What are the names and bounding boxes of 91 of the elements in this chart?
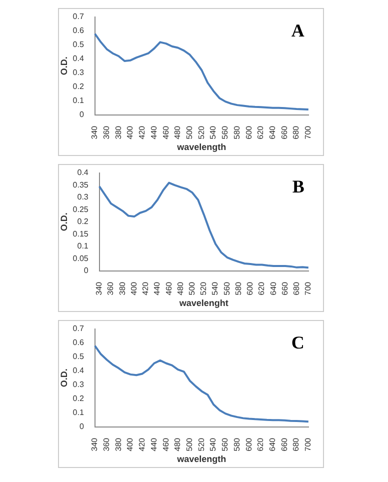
y-tick-label: 0.7 — [72, 324, 84, 334]
x-tick-label: 700 — [304, 125, 313, 140]
y-tick-label: 0.4 — [77, 168, 89, 178]
x-tick-label: 680 — [292, 125, 301, 140]
x-tick-label: 400 — [129, 281, 138, 296]
x-tick-label: 660 — [280, 125, 289, 140]
annotation: B — [292, 176, 304, 197]
x-tick-label: 680 — [292, 281, 301, 296]
y-tick-label: 0.6 — [72, 338, 84, 348]
y-tick-label: 0.5 — [72, 40, 84, 50]
x-tick-label: 540 — [208, 125, 218, 140]
x-tick-label: 460 — [161, 437, 170, 452]
y-tick-label: 0.5 — [72, 352, 84, 362]
x-tick-label: 600 — [246, 281, 255, 296]
x-axis-title: wavelenght — [178, 298, 228, 308]
y-axis-title: O.D. — [58, 56, 69, 76]
x-tick-label: 580 — [232, 125, 242, 140]
x-tick-label: 420 — [141, 281, 150, 296]
y-tick-label: 0.6 — [72, 26, 84, 36]
y-tick-label: 0.3 — [77, 192, 89, 202]
annotation: A — [291, 20, 304, 41]
x-tick-label: 520 — [196, 437, 206, 452]
x-tick-label: 640 — [268, 437, 278, 452]
x-tick-label: 460 — [164, 281, 174, 296]
x-tick-label: 360 — [102, 437, 111, 452]
x-tick-label: 660 — [280, 437, 289, 452]
x-tick-label: 640 — [268, 281, 278, 296]
y-tick-label: 0.2 — [77, 217, 89, 226]
y-tick-label: 0.4 — [72, 366, 84, 376]
x-tick-label: 600 — [244, 437, 254, 452]
x-tick-label: 340 — [90, 437, 100, 452]
y-tick-label: 0.3 — [72, 380, 84, 390]
y-tick-label: 0.05 — [72, 254, 89, 263]
x-tick-label: 440 — [152, 281, 162, 296]
x-tick-label: 380 — [114, 125, 123, 140]
x-tick-label: 500 — [185, 125, 194, 140]
x-tick-label: 560 — [222, 281, 232, 296]
x-tick-label: 640 — [268, 125, 278, 140]
x-tick-label: 400 — [126, 437, 135, 452]
annotation: C — [291, 332, 304, 353]
x-tick-label: 440 — [149, 125, 158, 140]
x-tick-label: 380 — [118, 281, 127, 296]
y-tick-label: 0.15 — [72, 229, 89, 238]
x-tick-label: 460 — [161, 125, 170, 140]
x-tick-label: 580 — [232, 437, 242, 452]
x-tick-label: 580 — [234, 281, 243, 296]
y-tick-label: 0.3 — [72, 68, 84, 78]
y-tick-label: 0.7 — [72, 12, 84, 22]
x-tick-label: 560 — [220, 125, 230, 140]
x-tick-label: 440 — [149, 437, 158, 452]
x-axis-title: wavelength — [176, 142, 226, 152]
x-tick-label: 360 — [106, 281, 116, 296]
x-tick-label: 620 — [256, 437, 266, 452]
x-tick-label: 500 — [185, 437, 194, 452]
y-axis-title: O.D. — [58, 368, 69, 388]
y-tick-label: 0.1 — [77, 242, 89, 251]
x-tick-label: 340 — [90, 125, 100, 140]
x-tick-label: 420 — [138, 125, 147, 140]
y-tick-label: 0 — [79, 110, 84, 120]
x-tick-label: 500 — [187, 281, 196, 296]
x-tick-label: 540 — [210, 281, 220, 296]
x-tick-label: 540 — [208, 437, 218, 452]
y-tick-label: 0 — [79, 422, 84, 432]
x-tick-label: 560 — [220, 437, 230, 452]
y-tick-label: 0.35 — [72, 180, 89, 190]
x-tick-label: 520 — [199, 281, 208, 296]
x-tick-label: 480 — [173, 125, 182, 140]
y-tick-label: 0.25 — [72, 204, 89, 214]
x-tick-label: 520 — [196, 125, 206, 140]
x-tick-label: 420 — [138, 437, 147, 452]
x-axis-title: wavelength — [176, 454, 226, 464]
x-tick-label: 660 — [280, 281, 290, 296]
x-tick-label: 620 — [257, 281, 266, 296]
y-axis-title: O.D. — [58, 212, 69, 232]
y-tick-label: 0 — [84, 266, 89, 276]
y-tick-label: 0.2 — [72, 394, 84, 404]
y-tick-label: 0.1 — [72, 96, 84, 106]
x-tick-label: 700 — [304, 281, 313, 296]
x-tick-label: 620 — [256, 125, 266, 140]
x-tick-label: 680 — [292, 437, 301, 452]
x-tick-label: 400 — [126, 125, 135, 140]
x-tick-label: 600 — [244, 125, 254, 140]
y-tick-label: 0.1 — [72, 408, 84, 418]
x-tick-label: 360 — [102, 125, 111, 140]
y-tick-label: 0.2 — [72, 82, 84, 92]
x-tick-label: 340 — [94, 281, 104, 296]
x-tick-label: 700 — [304, 437, 313, 452]
x-tick-label: 480 — [176, 281, 185, 296]
x-tick-label: 480 — [173, 437, 182, 452]
x-tick-label: 380 — [114, 437, 123, 452]
y-tick-label: 0.4 — [72, 54, 84, 64]
